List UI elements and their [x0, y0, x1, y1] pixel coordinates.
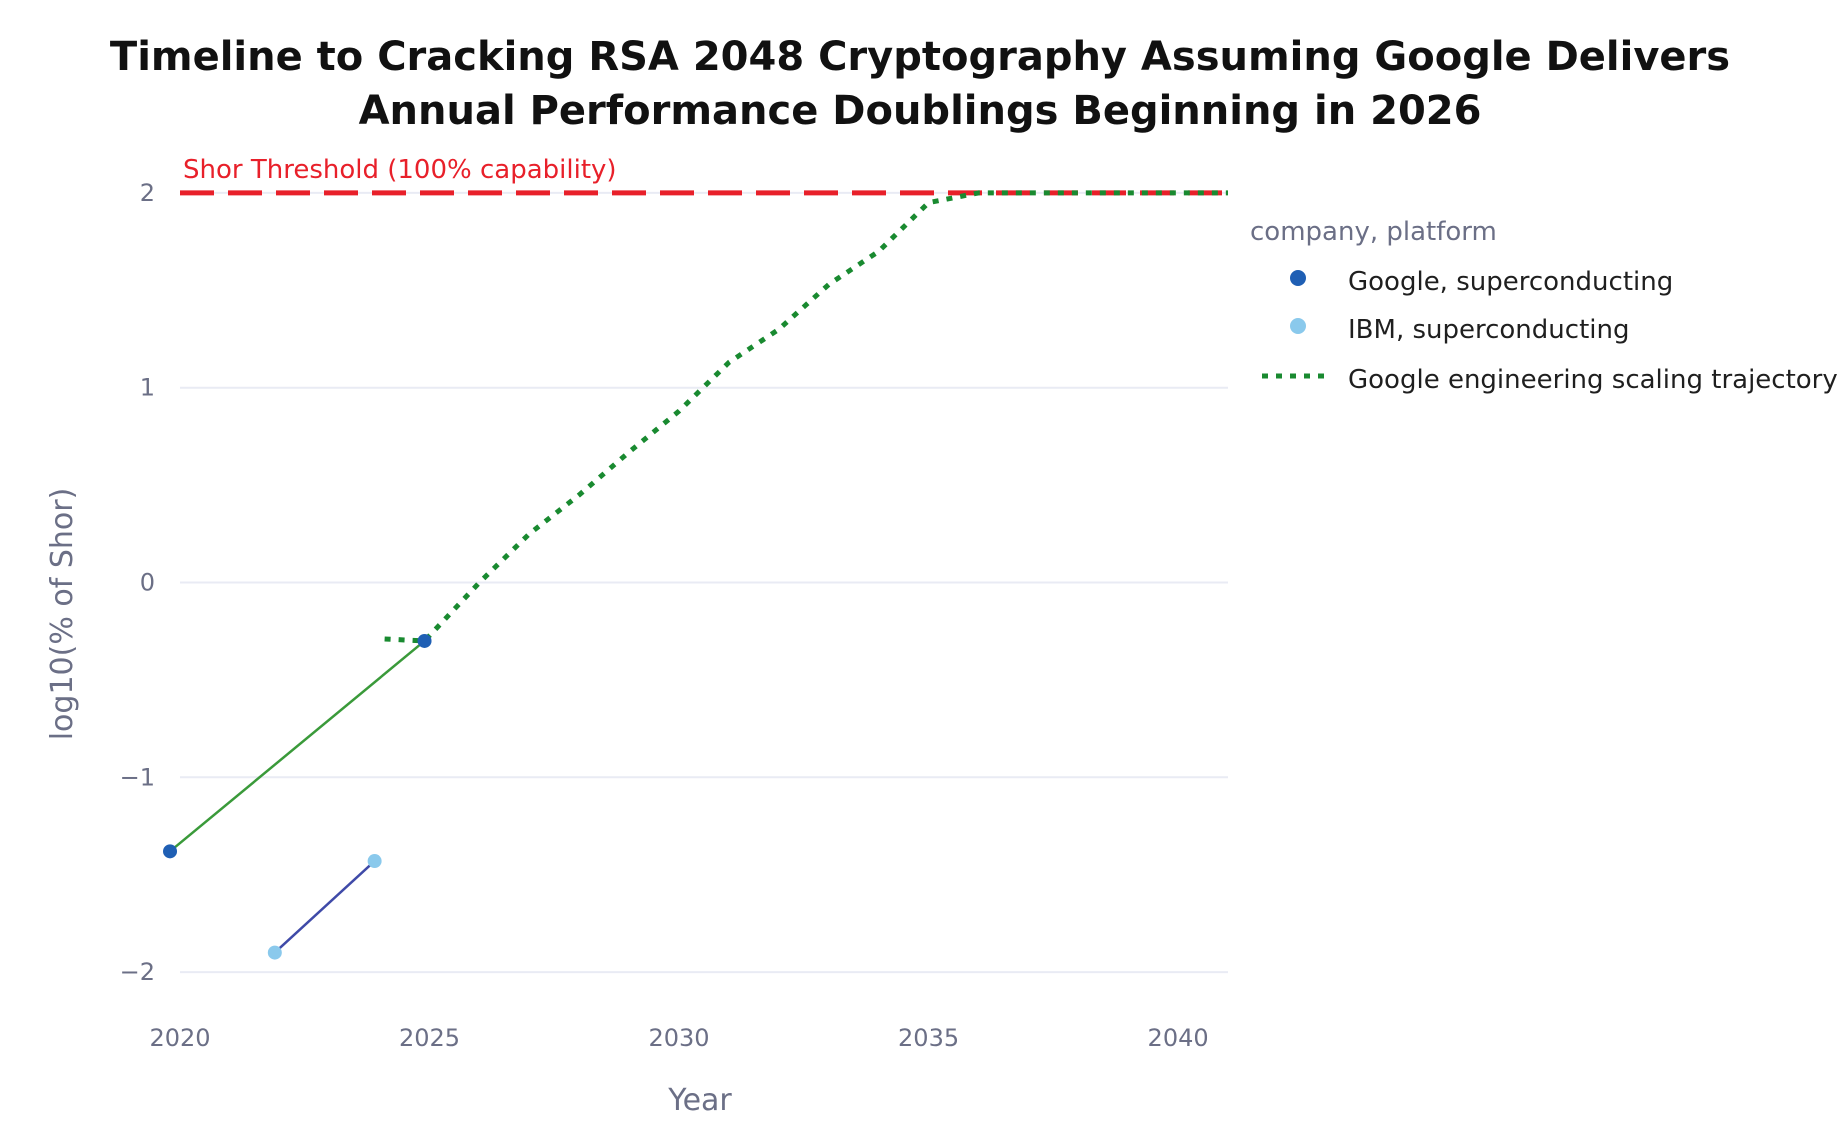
chart-title-line2: Annual Performance Doublings Beginning i… [358, 88, 1482, 134]
threshold-group: Shor Threshold (100% capability) [180, 155, 1228, 196]
legend-label-ibm: IBM, superconducting [1348, 315, 1629, 345]
x-tick-label: 2020 [149, 1024, 210, 1052]
x-tick-label: 2030 [649, 1024, 710, 1052]
legend-label-trajectory: Google engineering scaling trajectory [1348, 365, 1838, 395]
y-tick-label: 0 [140, 569, 155, 597]
chart-title: Timeline to Cracking RSA 2048 Cryptograp… [0, 30, 1840, 138]
legend-marker-google [1290, 270, 1306, 286]
google-line [169, 639, 426, 853]
legend-marker-ibm [1290, 318, 1306, 334]
ibm-line [273, 860, 376, 954]
y-tick-label: 2 [140, 179, 155, 207]
threshold-label: Shor Threshold (100% capability) [183, 155, 617, 185]
ibm-point [367, 854, 382, 869]
series-group [163, 190, 1228, 960]
y-axis-label: log10(% of Shor) [45, 488, 80, 741]
x-axis-label: Year [667, 1083, 732, 1118]
google-point [163, 844, 178, 859]
legend-title: company, platform [1250, 217, 1497, 247]
x-tick-label: 2040 [1148, 1024, 1209, 1052]
y-tick-label: −1 [120, 763, 155, 791]
trajectory-line [384, 190, 1228, 644]
google-point [417, 633, 432, 648]
ibm-point [267, 945, 282, 960]
legend: company, platform Google, superconductin… [1250, 217, 1838, 395]
ticks: −2 −1 0 1 2 2020 2025 2030 2035 2040 [120, 179, 1209, 1052]
x-tick-label: 2025 [399, 1024, 460, 1052]
chart-title-line1: Timeline to Cracking RSA 2048 Cryptograp… [109, 34, 1731, 80]
legend-label-google: Google, superconducting [1348, 267, 1673, 297]
x-tick-label: 2035 [898, 1024, 959, 1052]
y-tick-label: 1 [140, 374, 155, 402]
y-tick-label: −2 [120, 958, 155, 986]
grid [180, 191, 1228, 974]
